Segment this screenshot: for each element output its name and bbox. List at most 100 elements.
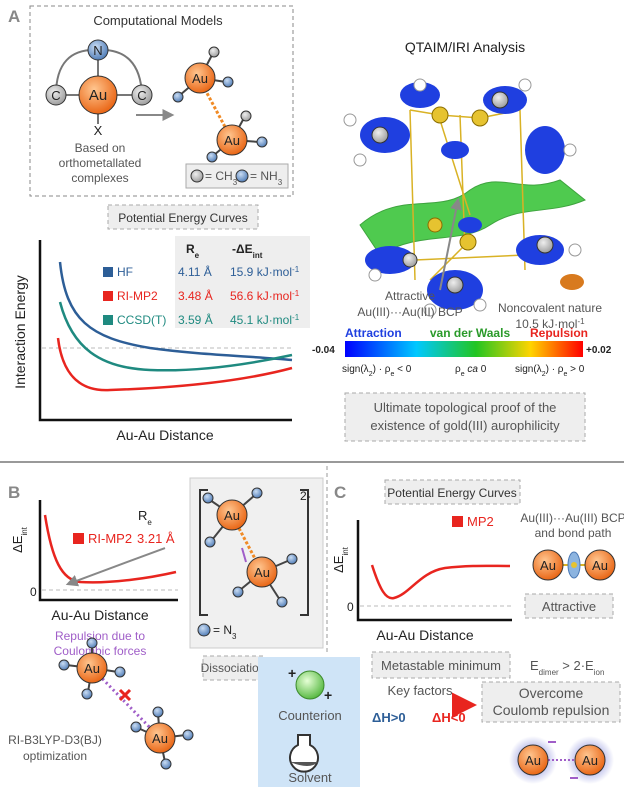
key-factors: Key factors	[387, 683, 453, 698]
sub: ion	[594, 668, 605, 677]
colorbar-sign: sign(λ2) · ρe > 0	[515, 364, 585, 378]
t: < 0	[394, 364, 411, 375]
models-legend-part	[236, 170, 248, 182]
colorbar-sign: ρe ca 0	[455, 364, 487, 378]
qtaim-render-part-part	[525, 126, 565, 174]
conclusion: existence of gold(III) aurophilicity	[370, 418, 560, 433]
qtaim-render-part-part	[344, 114, 356, 126]
atom-label: N	[93, 43, 102, 58]
dh-negative: ΔH<0	[432, 710, 466, 725]
models-legend-part	[191, 170, 203, 182]
dissociated-structure-part-part	[161, 759, 171, 769]
t: sign(λ	[515, 364, 542, 375]
dissociated-structure-part-part	[131, 722, 141, 732]
sub: e	[147, 518, 152, 527]
re-value: 3.48 Å	[178, 288, 213, 303]
method-note: optimization	[23, 749, 87, 763]
legend-text: = NH	[250, 169, 278, 183]
c-axes	[358, 516, 512, 620]
re-label: Re	[138, 508, 152, 527]
complex-box-part-part	[198, 624, 210, 636]
legend-sub: 3	[233, 178, 238, 187]
method-label: HF	[117, 265, 133, 279]
energy-sup: -1	[577, 317, 585, 326]
atom-label: Au	[254, 565, 270, 580]
b-legend-part	[68, 548, 165, 584]
complex-box-part-part	[252, 488, 262, 498]
axis-title: ΔEint	[10, 526, 29, 553]
energy-sup: -1	[292, 265, 300, 274]
dimer-structure-part	[209, 47, 219, 57]
complex-box-part-part	[287, 554, 297, 564]
energy-text: 15.9 kJ·mol	[230, 265, 292, 279]
models-title: Computational Models	[93, 13, 223, 28]
qtaim-render-part-part	[403, 253, 417, 267]
axis-title: Au-Au Distance	[116, 427, 213, 443]
qtaim-render-part-part	[428, 218, 442, 232]
method-label: RI-MP2	[88, 531, 132, 546]
qtaim-render-part-part	[447, 277, 463, 293]
t: ΔE	[331, 555, 346, 573]
qtaim-render-part-part	[564, 144, 576, 156]
qtaim-render-part-part	[354, 154, 366, 166]
colorbar-attraction: Attraction	[345, 326, 402, 340]
atom-label: C	[51, 88, 60, 103]
dimer-structure-part	[223, 77, 233, 87]
dimer-structure-part	[257, 137, 267, 147]
qtaim-render-part-part	[537, 237, 553, 253]
t: ) · ρ	[546, 364, 564, 375]
b-legend-part	[73, 533, 84, 544]
t: ca	[465, 364, 481, 375]
sub: 3	[232, 632, 237, 641]
dissociated-structure-part-part	[115, 667, 125, 677]
curve-rimp2	[58, 338, 292, 390]
atom-label: Au	[152, 731, 168, 746]
dimer-structure-part	[207, 152, 217, 162]
colorbar-repulsion: Repulsion	[530, 326, 588, 340]
models-note: Based on	[75, 141, 126, 155]
t: 0	[481, 364, 487, 375]
dimer-structure-part	[173, 92, 183, 102]
bcp-label: Au(III)···Au(III) BCP	[357, 305, 462, 319]
qtaim-render-part-part	[460, 234, 476, 250]
t: > 0	[567, 364, 584, 375]
qtaim-render-part-part	[432, 107, 448, 123]
t: ) · ρ	[373, 364, 391, 375]
header-sub: e	[195, 251, 200, 260]
dimer-structure-part	[241, 111, 251, 121]
dissociation-label: Dissociation	[201, 661, 266, 675]
atom-label: Au	[592, 558, 608, 573]
colorbar-vdw: van der Waals	[430, 326, 511, 340]
colorbar-min: -0.04	[312, 345, 335, 356]
environment-box-part	[296, 671, 324, 699]
dissociated-structure-part-part	[87, 638, 97, 648]
curve-c	[372, 565, 510, 598]
legend-swatch	[103, 291, 113, 301]
atom-label: Au	[224, 508, 240, 523]
complex-box-part-part	[277, 597, 287, 607]
t: R	[138, 508, 147, 523]
pec-title: Potential Energy Curves	[387, 486, 516, 500]
qtaim-render-part-part	[472, 110, 488, 126]
atom-label: Au	[192, 71, 208, 86]
re-value: 4.11 Å	[178, 264, 212, 279]
method-label: CCSD(T)	[117, 313, 166, 327]
attractive-label: Attractive	[542, 599, 596, 614]
complex-box-part-part	[233, 587, 243, 597]
models-note: orthometallated	[59, 156, 142, 170]
charge-label: +	[288, 665, 296, 681]
atom-label: Au	[84, 661, 100, 676]
t: E	[530, 658, 539, 673]
atom-label: C	[137, 88, 146, 103]
colorbar-max: +0.02	[586, 345, 612, 356]
atom-label: Au	[89, 87, 107, 104]
re-value: 3.59 Å	[178, 312, 213, 327]
dh-positive: ΔH>0	[372, 710, 406, 725]
complex-box-part-part	[205, 537, 215, 547]
atom-label: Au	[224, 133, 240, 148]
qtaim-render-part-part	[492, 92, 508, 108]
dissociated-structure-part-part	[183, 730, 193, 740]
conclusion: Ultimate topological proof of the	[374, 400, 557, 415]
sub: dimer	[539, 668, 559, 677]
graphical-abstract: A Computational Models N C C Au X Based …	[0, 0, 624, 787]
